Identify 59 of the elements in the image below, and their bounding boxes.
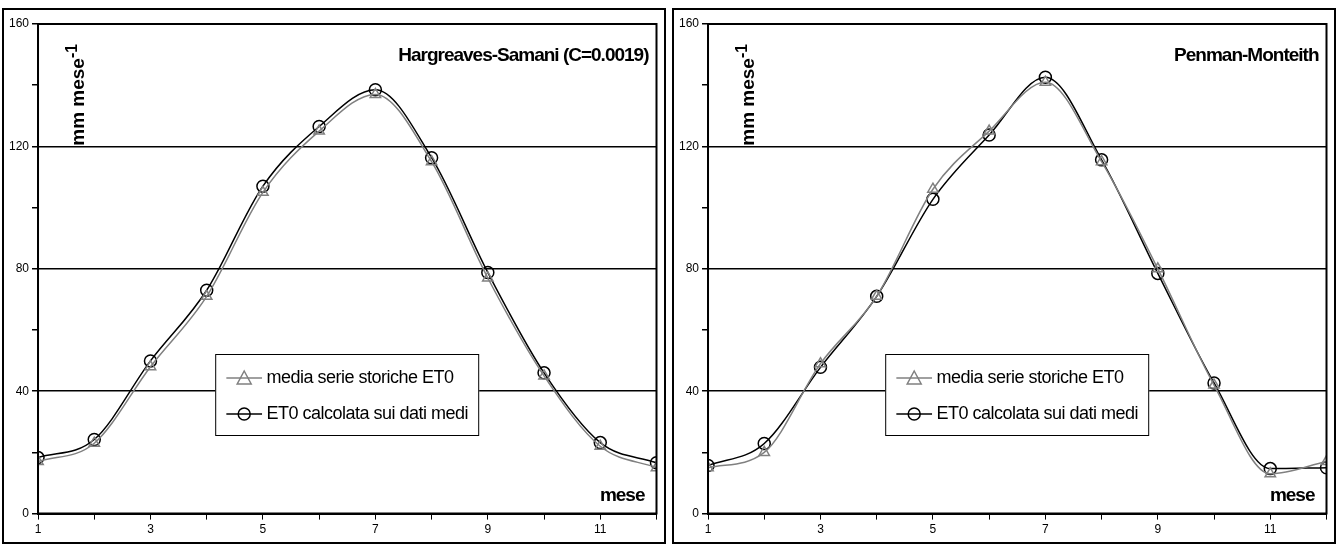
- point: [313, 124, 326, 135]
- legend-label: media serie storiche ET0: [265, 365, 455, 389]
- x-tick-label: 1: [704, 522, 712, 537]
- y-tick-label: 120: [8, 138, 30, 153]
- point: [256, 179, 270, 193]
- point: [481, 265, 495, 280]
- legend-label: ET0 calcolata sui dati medi: [935, 401, 1139, 425]
- point: [813, 360, 828, 375]
- x-tick-label: 11: [594, 522, 607, 537]
- y-tick-label: 120: [678, 138, 700, 153]
- x-tick-label: 5: [259, 522, 267, 537]
- y-tick-label: 160: [8, 16, 30, 31]
- point: [926, 182, 939, 193]
- y-tick-label: 80: [685, 261, 700, 276]
- point: [814, 356, 827, 368]
- y-tick-label: 0: [22, 505, 30, 520]
- x-tick-label: 7: [1042, 522, 1050, 537]
- y-tick-label: 80: [15, 261, 30, 276]
- point: [1038, 70, 1053, 84]
- x-tick-label: 9: [1154, 522, 1162, 537]
- x-tick-label: 3: [817, 522, 825, 537]
- point: [1264, 467, 1277, 478]
- point: [1151, 266, 1165, 281]
- point: [1151, 262, 1164, 273]
- point: [594, 439, 607, 451]
- legend-label: ET0 calcolata sui dati medi: [265, 401, 469, 425]
- point: [200, 289, 213, 301]
- x-tick-label: 7: [372, 522, 380, 537]
- point: [757, 436, 771, 451]
- x-tick-label: 3: [147, 522, 155, 537]
- text: Hargreaves-Samani (C=0.0019): [398, 44, 649, 66]
- point: [425, 154, 438, 166]
- point: [481, 271, 494, 282]
- x-axis-title: mese: [599, 483, 645, 506]
- point: [983, 124, 996, 135]
- point: [88, 436, 101, 447]
- y-tick-label: 40: [15, 383, 30, 398]
- point: [143, 354, 158, 368]
- y-tick-label: 0: [692, 505, 700, 520]
- text: Penman-Monteith: [1174, 44, 1319, 66]
- point: [926, 192, 940, 207]
- point: [424, 150, 439, 165]
- x-tick-label: 1: [34, 522, 42, 537]
- y-tick-label: 160: [678, 16, 700, 31]
- x-tick-label: 5: [929, 522, 937, 537]
- point: [369, 87, 382, 99]
- point: [1039, 75, 1052, 86]
- legend-label: media serie storiche ET0: [935, 365, 1125, 389]
- point: [1263, 461, 1278, 476]
- point: [758, 445, 771, 457]
- x-tick-label: 9: [484, 522, 492, 537]
- point: [199, 283, 214, 297]
- point: [144, 359, 157, 371]
- x-axis-title: mese: [1269, 483, 1315, 506]
- point: [256, 185, 269, 197]
- x-tick-label: 11: [1264, 522, 1277, 537]
- point: [312, 119, 326, 134]
- point: [982, 128, 996, 142]
- y-tick-label: 40: [685, 383, 700, 398]
